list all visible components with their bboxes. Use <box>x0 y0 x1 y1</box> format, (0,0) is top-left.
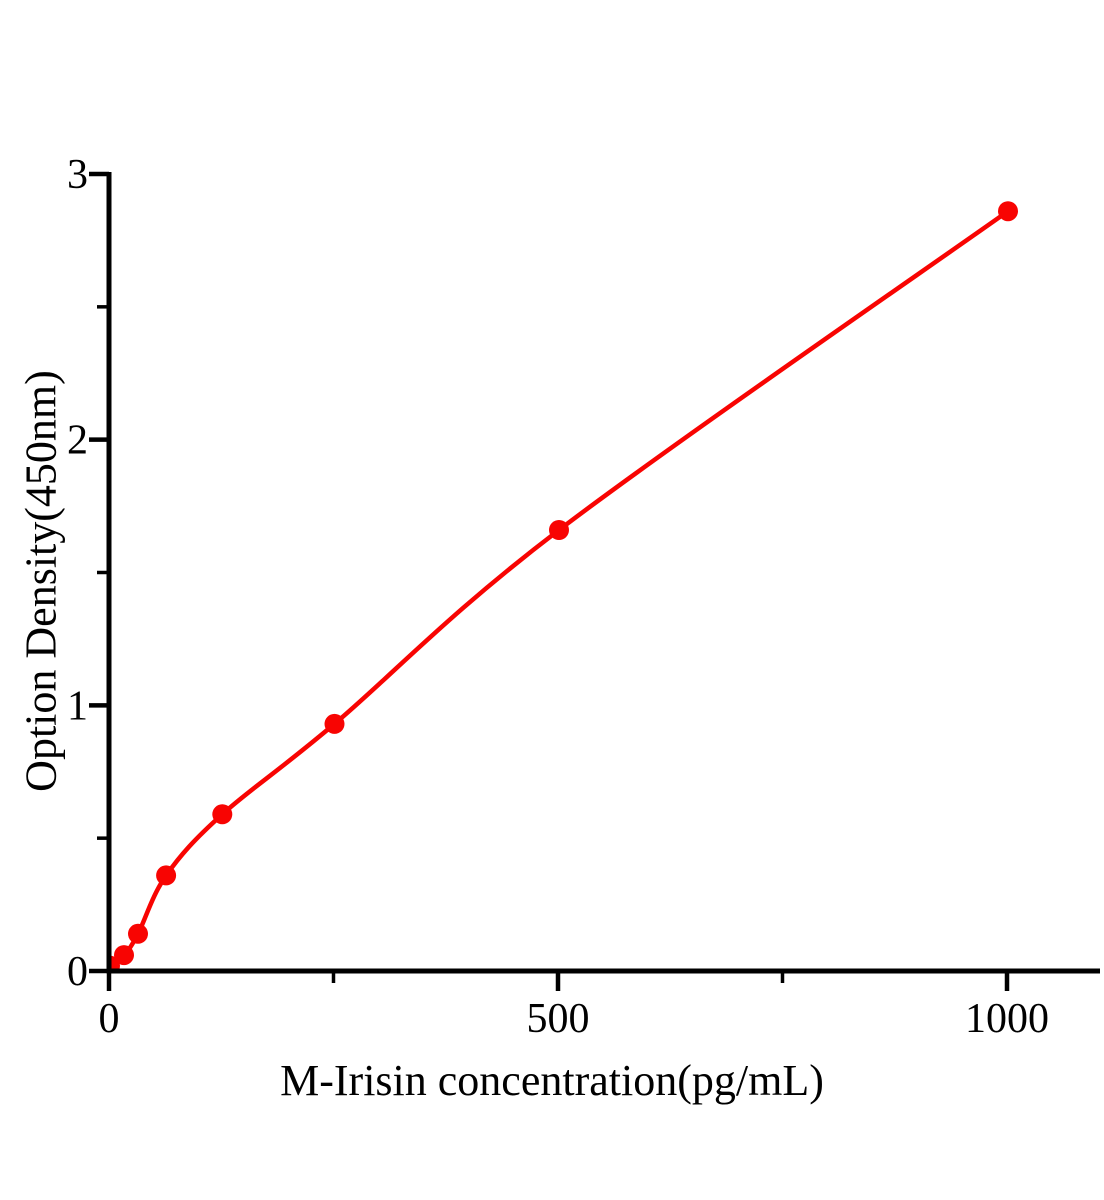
data-point <box>111 955 120 969</box>
y-tick-label: 0 <box>67 949 88 995</box>
y-tick-label: 3 <box>67 152 88 198</box>
data-point <box>998 201 1018 222</box>
data-point <box>324 713 345 734</box>
y-tick-label: 2 <box>67 418 88 464</box>
data-point <box>128 923 148 944</box>
data-point <box>549 520 569 540</box>
y-tick-label: 1 <box>67 683 88 729</box>
fit-curve-line <box>111 208 1011 968</box>
x-tick-label: 1000 <box>965 996 1049 1042</box>
x-tick-label: 500 <box>527 996 590 1042</box>
x-tick-label: 0 <box>99 996 120 1042</box>
data-point <box>156 865 177 886</box>
series-group <box>111 201 1018 969</box>
data-point <box>212 804 233 825</box>
x-axis-title: M-Irisin concentration(pg/mL) <box>280 1056 824 1105</box>
y-axis-title: Option Density(450nm) <box>16 370 66 792</box>
data-point <box>114 945 134 966</box>
